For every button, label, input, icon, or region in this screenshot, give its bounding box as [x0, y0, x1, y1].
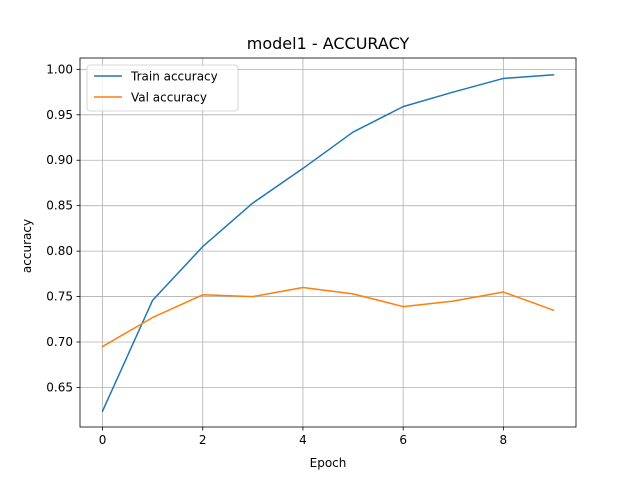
plot-area: 0 2 4 6 8 0.65 0.70 0.75 0.80 0.85 0.90 0.95 1.00 Tra…: [46, 57, 577, 447]
chart-title: model1 - ACCURACY: [247, 34, 410, 53]
y-tick-label: 0.75: [46, 290, 73, 304]
y-tick-label: 0.70: [46, 335, 73, 349]
x-tick-label: 2: [199, 433, 207, 447]
x-tick-label: 8: [500, 433, 508, 447]
legend-box: [86, 64, 239, 112]
y-tick-label: 1.00: [46, 62, 73, 76]
x-axis-label: Epoch: [310, 456, 347, 470]
y-tick-label: 0.95: [46, 108, 73, 122]
y-tick-label: 0.65: [46, 380, 73, 394]
axes-frame: [79, 57, 577, 428]
x-tick-label: 0: [99, 433, 107, 447]
y-tick-label: 0.90: [46, 153, 73, 167]
series-line-val: [101, 286, 555, 348]
y-tick-label: 0.80: [46, 244, 73, 258]
legend-label-val: Val accuracy: [131, 91, 207, 105]
legend-label-train: Train accuracy: [130, 70, 218, 84]
x-tick-label: 6: [399, 433, 407, 447]
y-axis-label: accuracy: [20, 219, 34, 273]
y-tick-label: 0.85: [46, 199, 73, 213]
x-tick-label: 4: [299, 433, 307, 447]
series-line-train: [101, 74, 555, 413]
